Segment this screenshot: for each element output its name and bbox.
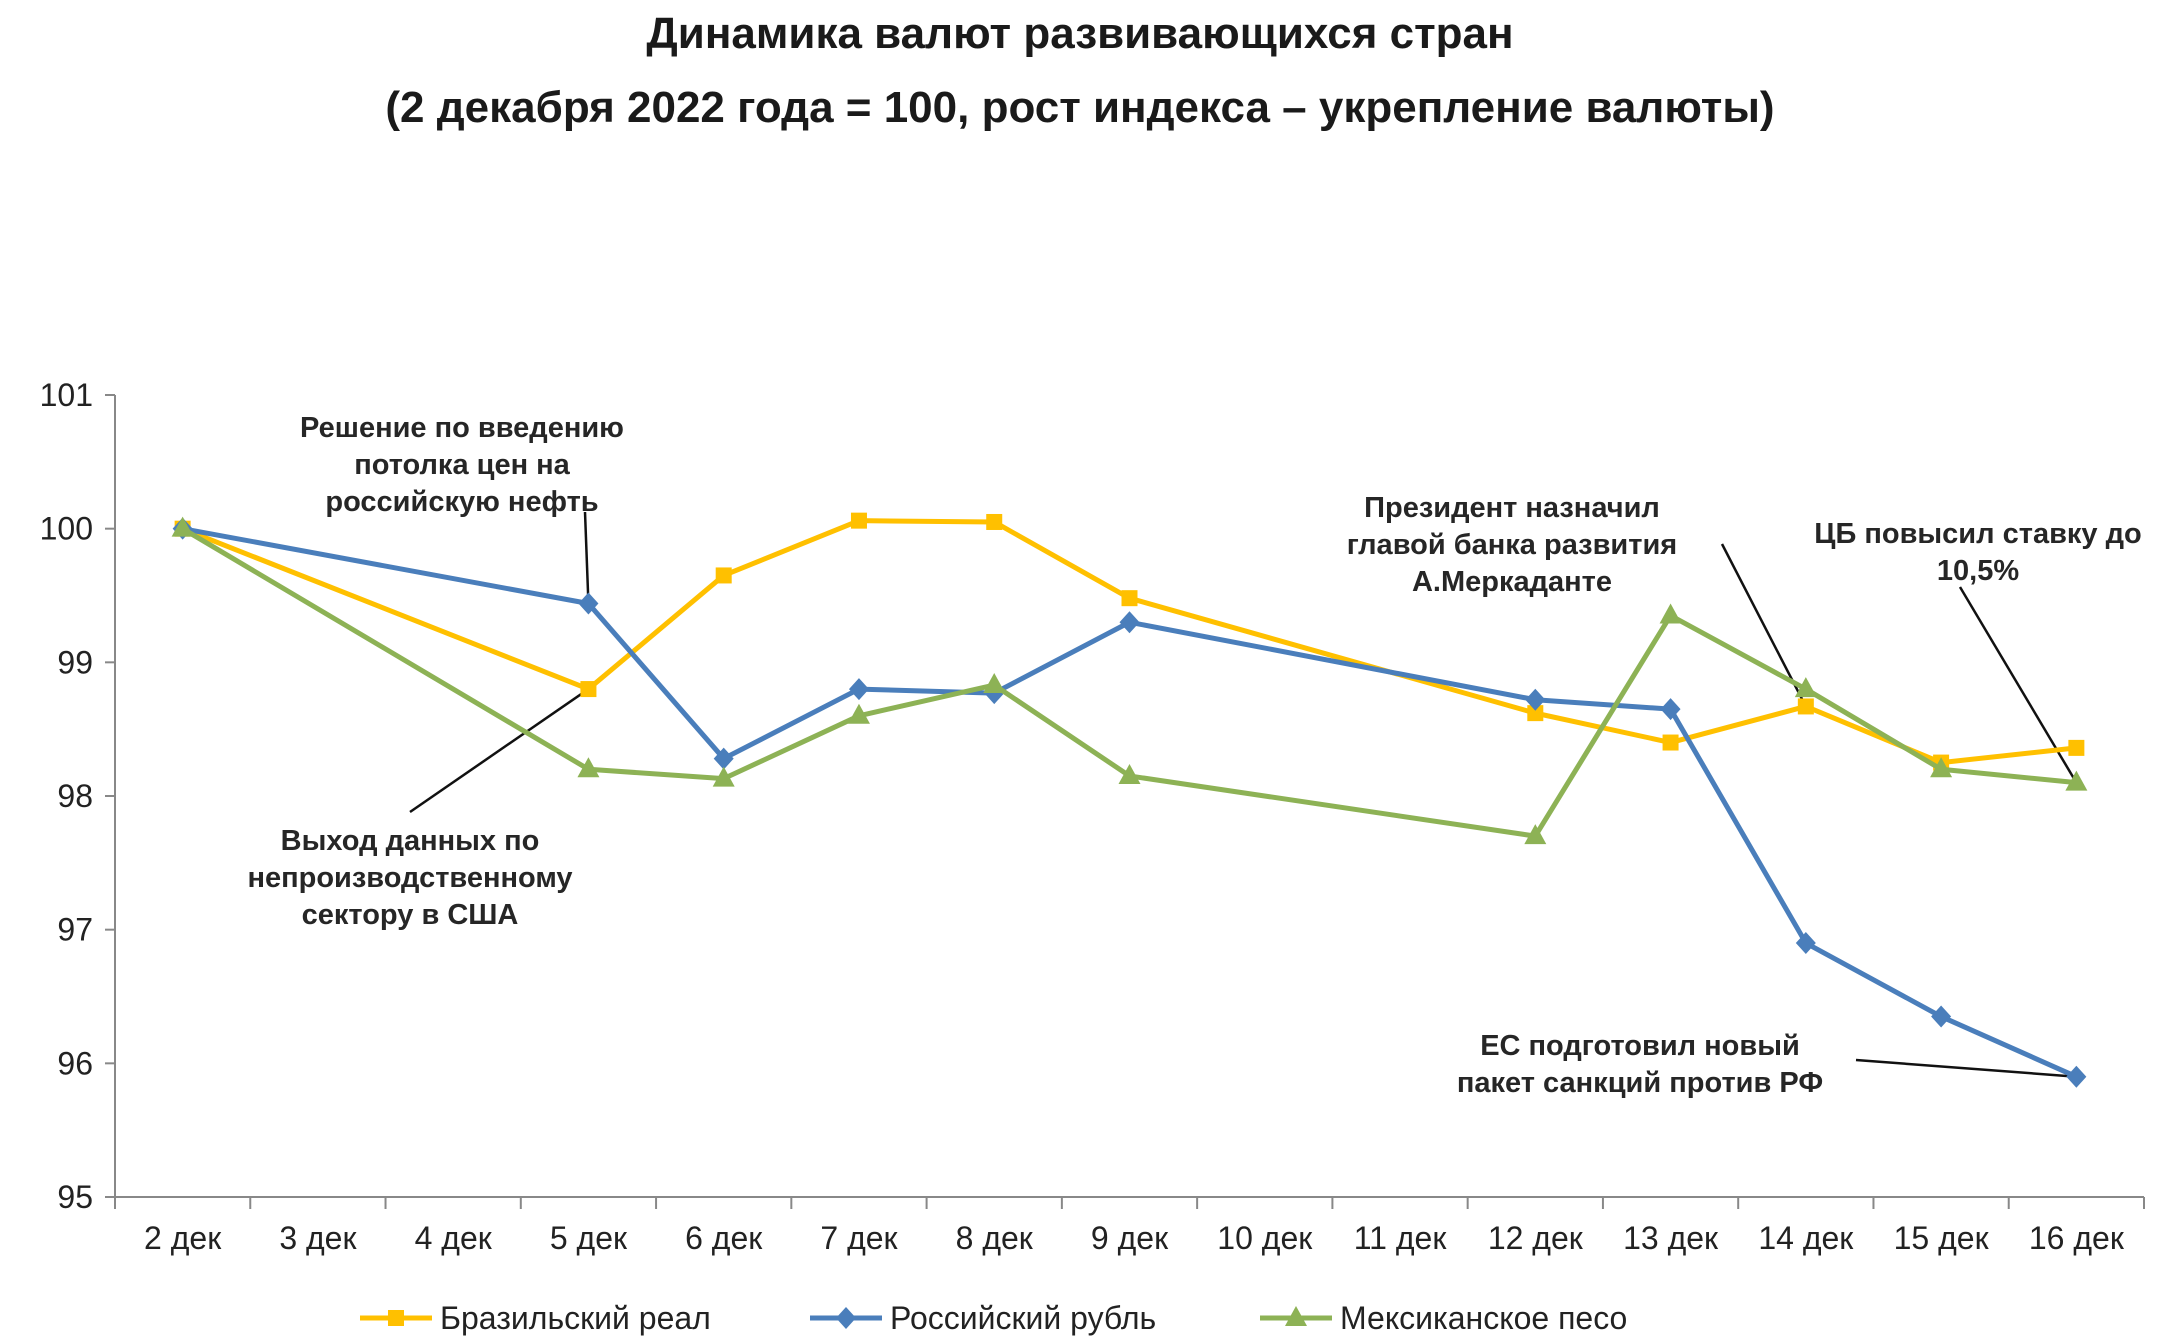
legend-label: Мексиканское песо bbox=[1340, 1300, 1627, 1336]
x-tick-label: 9 дек bbox=[1091, 1220, 1169, 1256]
x-tick-label: 14 дек bbox=[1758, 1220, 1854, 1256]
y-tick-label: 96 bbox=[57, 1045, 93, 1081]
y-tick-label: 101 bbox=[40, 377, 93, 413]
x-tick-label: 8 дек bbox=[956, 1220, 1034, 1256]
annotation-text: главой банка развития bbox=[1347, 529, 1677, 561]
annotation-text: Выход данных по bbox=[281, 825, 540, 857]
data-point-triangle bbox=[577, 757, 600, 778]
data-point-square bbox=[715, 567, 732, 584]
x-tick-label: 5 дек bbox=[550, 1220, 628, 1256]
x-tick-label: 13 дек bbox=[1623, 1220, 1719, 1256]
data-point-triangle bbox=[983, 673, 1006, 694]
annotation-text: непроизводственному bbox=[247, 862, 572, 894]
annotation-text: российскую нефть bbox=[325, 486, 598, 518]
legend-label: Российский рубль bbox=[890, 1300, 1156, 1336]
annotation-text: 10,5% bbox=[1937, 555, 2019, 587]
data-point-square bbox=[2068, 739, 2085, 756]
data-point-triangle bbox=[2065, 770, 2088, 791]
legend-label: Бразильский реал bbox=[440, 1300, 711, 1336]
data-point-triangle bbox=[171, 516, 194, 537]
data-point-diamond bbox=[1931, 1005, 1952, 1028]
annotation-text: А.Меркаданте bbox=[1412, 566, 1612, 598]
annotation-leader-line bbox=[409, 688, 590, 814]
x-tick-label: 10 дек bbox=[1217, 1220, 1313, 1256]
x-tick-label: 4 дек bbox=[415, 1220, 493, 1256]
data-point-diamond bbox=[1795, 932, 1816, 955]
data-point-square bbox=[850, 512, 867, 529]
data-point-triangle bbox=[847, 703, 870, 724]
annotation-text: Президент назначил bbox=[1364, 492, 1660, 524]
series-line bbox=[181, 526, 2077, 839]
x-tick-label: 11 дек bbox=[1354, 1220, 1448, 1256]
data-point-triangle bbox=[1794, 677, 1817, 698]
data-point-diamond bbox=[848, 678, 869, 701]
data-point-square bbox=[580, 681, 597, 698]
data-point-square bbox=[1662, 734, 1679, 751]
annotation-text: пакет санкций против РФ bbox=[1457, 1067, 1823, 1099]
data-point-diamond bbox=[1660, 698, 1681, 721]
x-tick-label: 6 дек bbox=[685, 1220, 763, 1256]
data-point-square bbox=[986, 513, 1003, 530]
legend-marker-square bbox=[388, 1310, 404, 1326]
data-point-triangle bbox=[1659, 603, 1682, 624]
data-point-triangle bbox=[1930, 757, 1953, 778]
series-line bbox=[181, 518, 2077, 766]
data-point-square bbox=[1797, 698, 1814, 715]
x-tick-label: 15 дек bbox=[1894, 1220, 1990, 1256]
annotation-leader-line bbox=[1855, 1058, 2077, 1078]
data-point-diamond bbox=[1119, 611, 1140, 634]
data-point-triangle bbox=[712, 766, 735, 787]
data-point-triangle bbox=[1524, 824, 1547, 845]
annotation-text: потолка цен на bbox=[354, 449, 570, 481]
annotation-leader-line bbox=[583, 511, 590, 604]
data-point-diamond bbox=[713, 747, 734, 770]
annotation-text: ЕС подготовил новый bbox=[1480, 1030, 1800, 1062]
y-tick-label: 95 bbox=[57, 1179, 93, 1215]
legend-marker-diamond bbox=[836, 1307, 856, 1329]
x-tick-label: 3 дек bbox=[279, 1220, 357, 1256]
chart-title: Динамика валют развивающихся стран bbox=[646, 9, 1513, 58]
y-tick-label: 99 bbox=[57, 644, 93, 680]
annotation-text: сектору в США bbox=[302, 899, 519, 931]
y-tick-label: 98 bbox=[57, 778, 93, 814]
y-tick-label: 100 bbox=[40, 511, 93, 547]
data-point-triangle bbox=[1118, 763, 1141, 784]
data-point-square bbox=[1527, 705, 1544, 722]
series-line bbox=[182, 526, 2078, 1079]
x-tick-label: 7 дек bbox=[820, 1220, 898, 1256]
data-point-square bbox=[1121, 590, 1138, 607]
y-tick-label: 97 bbox=[57, 912, 93, 948]
x-tick-label: 16 дек bbox=[2029, 1220, 2125, 1256]
x-tick-label: 12 дек bbox=[1488, 1220, 1584, 1256]
legend-marker-triangle bbox=[1285, 1306, 1307, 1326]
chart-subtitle: (2 декабря 2022 года = 100, рост индекса… bbox=[385, 83, 1774, 132]
data-point-diamond bbox=[2066, 1065, 2087, 1088]
x-tick-label: 2 дек bbox=[144, 1220, 222, 1256]
annotation-text: ЦБ повысил ставку до bbox=[1814, 518, 2141, 550]
data-point-diamond bbox=[578, 592, 599, 615]
data-point-diamond bbox=[1525, 688, 1546, 711]
annotation-text: Решение по введению bbox=[300, 412, 624, 444]
